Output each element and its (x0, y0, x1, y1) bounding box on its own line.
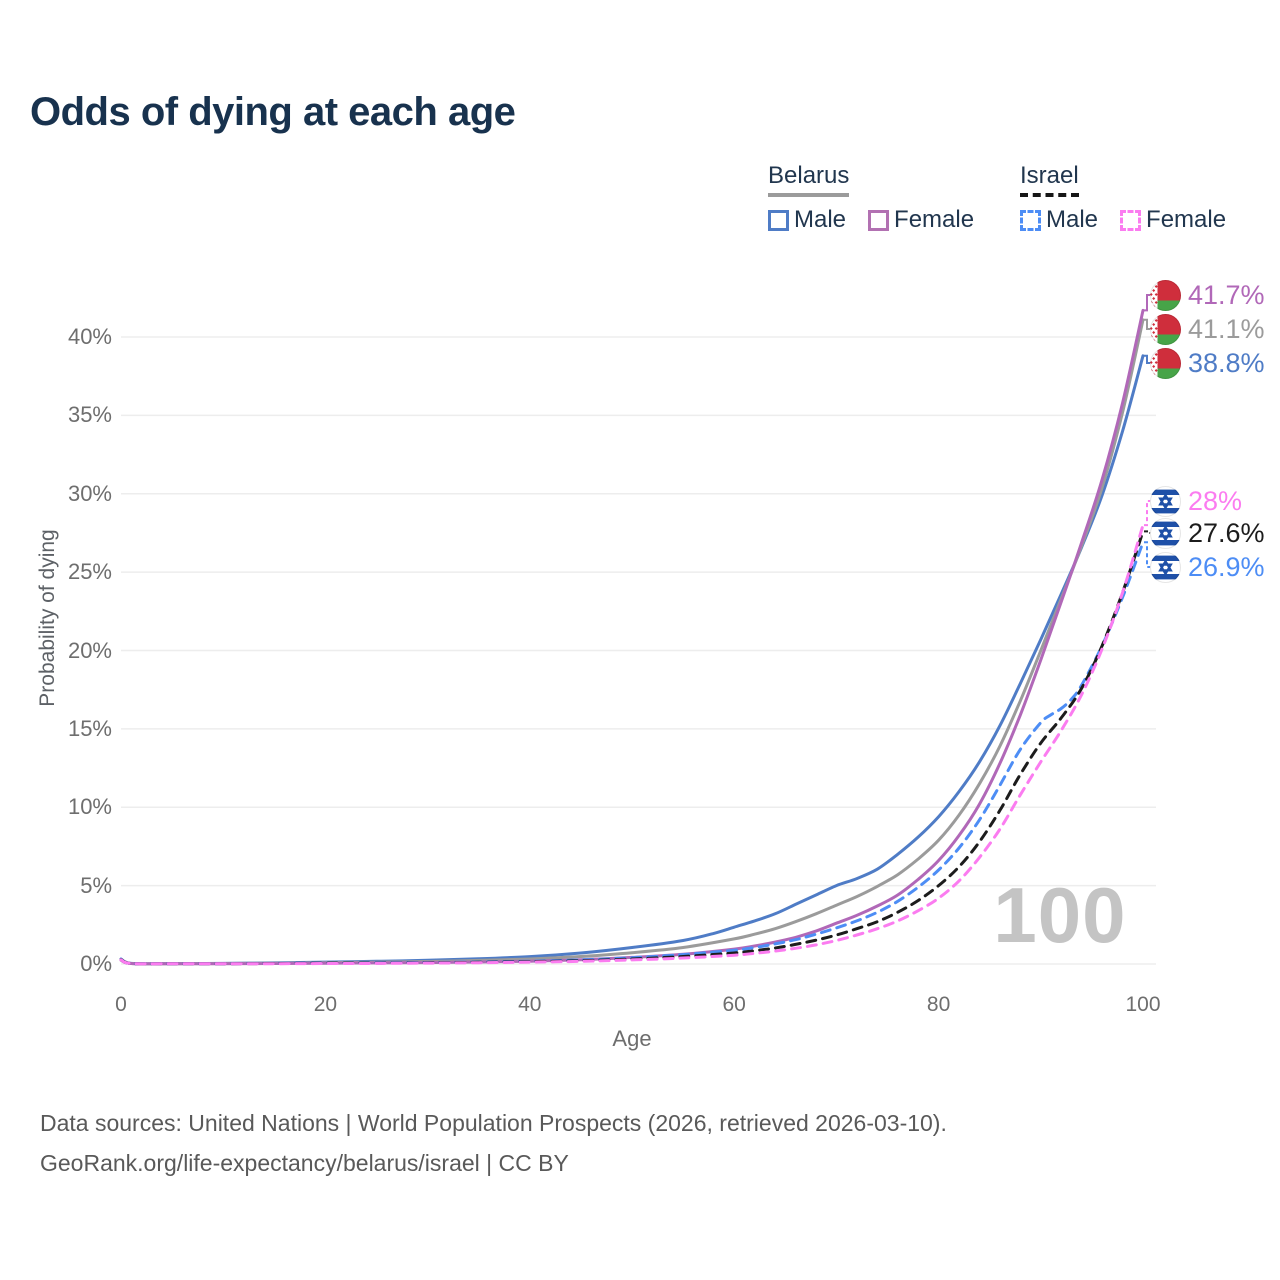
belarus-male-swatch-icon (768, 209, 789, 231)
end-label-connector (1144, 318, 1151, 330)
end-label-belarus-both-sexes: 41.1% (1150, 312, 1265, 346)
legend-item-belarus-female: Female (868, 206, 974, 234)
israel-male-swatch-icon (1020, 209, 1041, 231)
end-label-connector (1144, 541, 1151, 568)
x-tick-label: 80 (926, 993, 951, 1016)
series-line-belarus-both-sexes (119, 318, 1145, 966)
series-line-israel-both-sexes (119, 529, 1145, 966)
y-tick-label: 20% (67, 637, 112, 663)
israel-flag-icon (1150, 551, 1181, 583)
end-label-connector (1144, 530, 1151, 534)
end-label-israel-male: 26.9% (1150, 550, 1265, 584)
series-line-israel-female (119, 523, 1145, 966)
israel-flag-icon (1150, 517, 1181, 549)
y-tick-label: 10% (67, 794, 112, 820)
y-tick-label: 40% (67, 324, 112, 349)
legend-group-belarus: Belarus Male Female (768, 162, 974, 234)
end-label-israel-female: 28% (1150, 484, 1242, 518)
belarus-flag-icon (1150, 347, 1181, 379)
end-label-value: 41.7% (1188, 279, 1265, 310)
legend-group-israel: Israel Male Female (1020, 162, 1226, 234)
x-axis-title: Age (612, 1026, 652, 1051)
end-label-value: 27.6% (1188, 517, 1265, 548)
y-tick-label: 30% (67, 480, 112, 506)
y-axis-title: Probability of dying (36, 529, 59, 707)
legend-item-label: Female (1146, 206, 1227, 233)
end-label-belarus-male: 38.8% (1150, 346, 1265, 380)
footer-attribution: GeoRank.org/life-expectancy/belarus/isra… (40, 1150, 569, 1176)
end-label-connector (1144, 354, 1151, 364)
legend-item-label: Male (1046, 206, 1099, 233)
legend-header-israel: Israel (1020, 162, 1079, 197)
legend-item-label: Female (894, 206, 975, 233)
end-label-belarus-female: 41.7% (1150, 278, 1265, 312)
end-label-israel-both-sexes: 27.6% (1150, 516, 1265, 550)
end-label-connector (1144, 294, 1151, 312)
belarus-female-swatch-icon (868, 209, 890, 231)
y-tick-label: 0% (80, 951, 112, 976)
legend-item-label: Male (794, 206, 847, 233)
belarus-flag-icon (1150, 313, 1181, 345)
series-line-israel-male (119, 540, 1145, 966)
x-tick-label: 0 (115, 993, 127, 1016)
legend-item-israel-female: Female (1120, 206, 1226, 234)
israel-flag-icon (1150, 485, 1181, 517)
series-line-belarus-female (119, 308, 1145, 966)
legend-header-belarus: Belarus (768, 162, 850, 197)
x-tick-label: 60 (722, 993, 746, 1016)
footer-data-sources: Data sources: United Nations | World Pop… (40, 1110, 947, 1136)
end-label-value: 26.9% (1188, 551, 1265, 582)
y-tick-label: 25% (67, 559, 112, 585)
legend-item-belarus-male: Male (768, 206, 846, 234)
end-label-value: 28% (1188, 485, 1243, 516)
end-label-value: 41.1% (1188, 313, 1265, 344)
y-tick-label: 5% (80, 872, 112, 898)
end-label-connector (1144, 500, 1151, 527)
x-tick-label: 100 (1125, 993, 1161, 1016)
legend-item-israel-male: Male (1020, 206, 1098, 234)
y-tick-label: 35% (67, 402, 112, 428)
belarus-flag-icon (1150, 279, 1181, 311)
end-label-value: 38.8% (1188, 347, 1265, 378)
israel-female-swatch-icon (1120, 209, 1142, 231)
series-line-belarus-male (119, 354, 1145, 966)
x-tick-label: 40 (518, 993, 542, 1016)
x-tick-label: 20 (313, 993, 338, 1016)
y-tick-label: 15% (67, 715, 112, 741)
page-title: Odds of dying at each age (30, 90, 516, 134)
